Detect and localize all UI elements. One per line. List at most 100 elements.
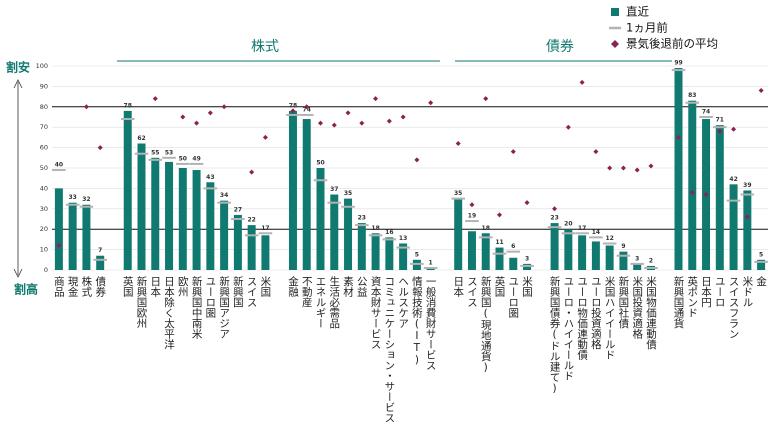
bar [96,255,105,270]
avg-marker [703,192,709,198]
bar [578,235,587,270]
bar [757,259,766,270]
bar [454,198,463,270]
data-label: 20 [564,221,572,228]
legend-label: 1ヵ月前 [626,21,668,35]
x-tick-label: 米国 [521,275,533,298]
data-label: 5 [415,251,419,258]
x-tick-label: 日本 [452,276,464,298]
bar [467,231,476,270]
avg-marker [717,128,723,134]
data-label: 78 [124,102,132,109]
group-label: 債券 [546,39,574,55]
y-tick-label: 80 [40,103,48,111]
data-label: 49 [192,155,200,162]
avg-marker [290,108,296,114]
data-label: 7 [98,247,102,254]
avg-marker [455,141,461,147]
x-tick-label: 新興国アジア [218,275,230,339]
data-label: 3 [635,255,639,262]
arrow-heads [13,79,23,278]
avg-marker [497,212,502,218]
x-tick-label: ユーロ圏 [204,276,216,319]
data-label: 42 [729,176,737,183]
avg-marker [152,96,158,102]
avg-marker [620,165,626,171]
data-label: 18 [371,225,379,232]
avg-marker [676,134,681,140]
data-label: 27 [234,206,242,213]
bar [743,190,752,270]
bar [357,223,366,270]
x-tick-label: 英ポンド [686,275,698,318]
cheap-label: 割安 [6,60,30,75]
legend-label: 直近 [626,5,649,19]
x-tick-label: 新興国(現地通貨) [480,275,492,373]
data-label: 18 [482,225,490,232]
avg-marker [758,87,764,93]
avg-marker [552,206,558,212]
avg-marker [373,96,379,102]
bar [715,125,724,270]
avg-marker [579,79,585,85]
data-label: 22 [247,217,255,224]
data-label: 37 [330,186,338,193]
data-label: 71 [716,117,724,124]
x-tick-label: 英国 [122,275,134,298]
bar [261,235,270,270]
avg-marker [428,100,434,106]
avg-marker [194,120,200,126]
x-tick-label: 不動産 [301,276,313,308]
legend-swatch [611,8,619,16]
avg-marker [180,114,186,120]
bar [674,68,683,270]
y-tick-label: 90 [40,82,48,90]
x-tick-label: エネルギー [315,276,327,329]
data-label: 1 [429,259,433,266]
y-tick-label: 50 [40,164,48,172]
bar [302,119,311,270]
data-label: 17 [578,225,586,232]
avg-marker [331,122,337,128]
bar [316,168,325,270]
data-label: 34 [220,192,228,199]
data-label: 33 [68,194,76,201]
avg-marker [648,163,654,169]
bar [426,267,435,270]
bar [54,188,63,270]
avg-marker [400,114,406,120]
y-tick-label: 70 [40,123,48,131]
bar [371,233,380,270]
data-label: 62 [137,135,145,142]
x-tick-label: 金 [755,275,767,286]
y-tick-label: 20 [40,225,48,233]
x-tick-label: 英国 [494,275,506,298]
avg-marker [207,110,213,116]
data-label: 50 [179,155,187,162]
bar [330,194,339,270]
y-tick-label: 10 [40,246,48,254]
bar [137,143,146,270]
data-label: 53 [165,149,173,156]
x-tick-label: 米国 [259,275,271,298]
x-tick-label: 現金 [67,276,79,297]
data-label: 11 [495,239,503,246]
bar [605,245,614,270]
data-label: 74 [702,109,710,116]
data-label: 99 [674,60,682,67]
x-tick-label: ユーロ・ハイイールド [562,276,574,381]
bar [82,204,91,270]
avg-marker [593,149,599,155]
legend-label: 景気後退前の平均 [626,37,718,51]
x-tick-label: 一般消費財サービス [425,276,437,371]
bar [591,241,600,270]
x-tick-label: 日本円 [700,276,712,308]
data-label: 17 [261,225,269,232]
bar [495,247,504,270]
avg-marker [607,165,613,171]
x-tick-label: 米国投資適格 [631,275,643,340]
x-tick-label: スイス [246,276,258,308]
x-tick-label: 新興国社債 [617,275,629,329]
avg-marker [56,243,62,249]
data-label: 40 [55,162,63,169]
